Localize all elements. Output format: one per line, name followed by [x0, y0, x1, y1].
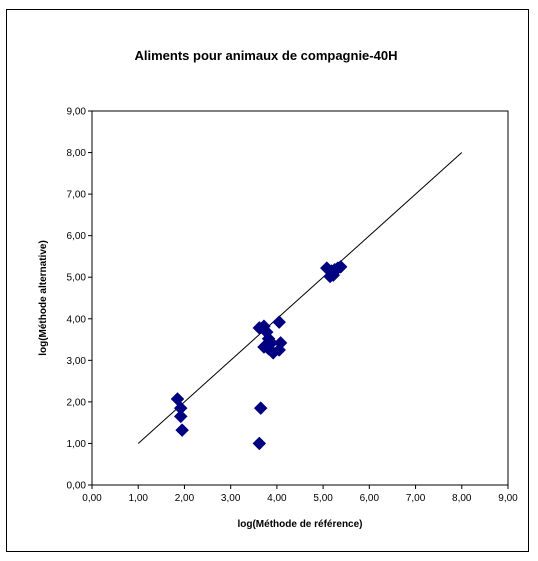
reference-line [137, 152, 463, 444]
y-tick-label: 8,00 [67, 148, 87, 159]
y-axis-title: log(Méthode alternative) [38, 240, 49, 356]
x-tick-label: 1,00 [128, 493, 148, 504]
y-tick-label: 0,00 [67, 481, 87, 492]
x-axis: 0,00 1,00 2,00 3,00 4,00 5,00 6,00 7,00 8,00 9,00 [82, 485, 518, 504]
y-tick-label: 1,00 [67, 439, 87, 450]
y-tick-label: 2,00 [67, 397, 87, 408]
y-axis: 0,00 1,00 2,00 3,00 4,00 5,00 6,00 7,00 8,00 9,00 [67, 107, 92, 492]
data-point [173, 409, 188, 424]
x-tick-label: 8,00 [452, 493, 472, 504]
data-points [170, 259, 348, 451]
y-tick-label: 4,00 [67, 314, 87, 325]
x-tick-label: 0,00 [82, 493, 102, 504]
data-point [333, 259, 348, 274]
x-tick-label: 2,00 [175, 493, 195, 504]
y-tick-label: 9,00 [67, 107, 87, 118]
data-point [273, 336, 288, 350]
y-tick-label: 5,00 [67, 273, 87, 284]
x-tick-label: 7,00 [406, 493, 426, 504]
y-tick-label: 6,00 [67, 231, 87, 242]
x-tick-label: 3,00 [221, 493, 241, 504]
x-tick-label: 4,00 [267, 493, 287, 504]
x-tick-label: 9,00 [498, 493, 518, 504]
data-point [272, 315, 287, 329]
chart-title: Aliments pour animaux de compagnie-40H [135, 48, 398, 63]
x-tick-label: 6,00 [360, 493, 380, 504]
y-tick-label: 3,00 [67, 356, 87, 367]
x-axis-title: log(Méthode de référence) [237, 519, 362, 530]
y-tick-label: 7,00 [67, 190, 87, 201]
data-point [253, 401, 268, 415]
data-point [252, 436, 267, 451]
data-point [272, 343, 287, 357]
data-point [175, 423, 189, 438]
x-tick-label: 5,00 [313, 493, 333, 504]
